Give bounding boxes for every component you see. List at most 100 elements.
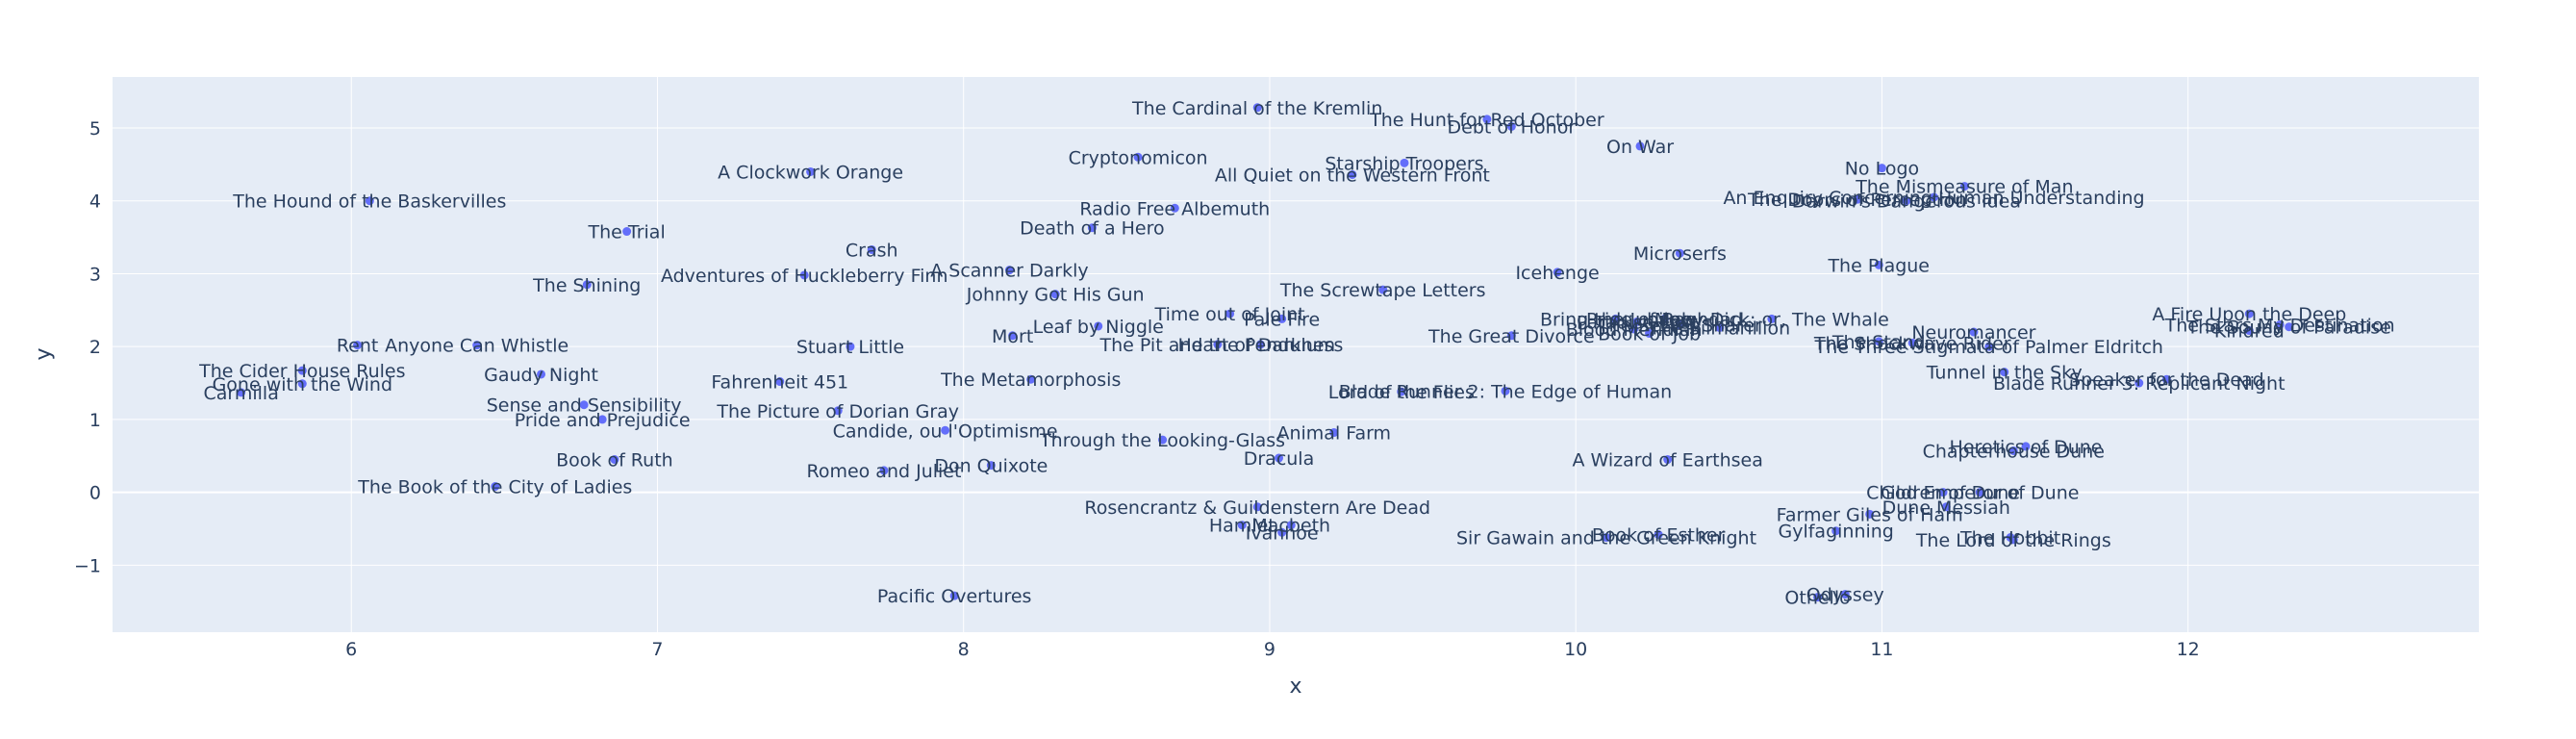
scatter-point[interactable] <box>2161 374 2171 384</box>
scatter-point[interactable] <box>297 379 307 389</box>
scatter-point[interactable] <box>1329 428 1339 438</box>
scatter-point[interactable] <box>1225 309 1235 319</box>
scatter-point[interactable] <box>1050 290 1060 299</box>
scatter-point[interactable] <box>1501 386 1510 395</box>
scatter-point[interactable] <box>237 388 246 397</box>
scatter-point[interactable] <box>941 425 950 435</box>
point-label: The Hound of the Baskervilles <box>232 191 506 213</box>
scatter-point[interactable] <box>775 377 785 387</box>
scatter-point[interactable] <box>1969 327 1979 337</box>
scatter-point[interactable] <box>1715 322 1725 332</box>
scatter-point[interactable] <box>1397 387 1406 396</box>
scatter-point[interactable] <box>1840 590 1850 599</box>
scatter-point[interactable] <box>365 196 374 206</box>
scatter-point[interactable] <box>1874 337 1883 346</box>
scatter-point[interactable] <box>1400 158 1409 167</box>
scatter-point[interactable] <box>1865 509 1875 519</box>
scatter-point[interactable] <box>1984 342 1994 351</box>
scatter-point[interactable] <box>491 482 500 492</box>
scatter-point[interactable] <box>537 370 546 379</box>
scatter-point[interactable] <box>949 591 959 600</box>
scatter-point[interactable] <box>833 406 843 416</box>
scatter-point[interactable] <box>1629 324 1639 334</box>
scatter-point[interactable] <box>2000 368 2009 377</box>
scatter-point[interactable] <box>597 415 607 424</box>
scatter-point[interactable] <box>610 455 619 465</box>
scatter-point[interactable] <box>1938 488 1948 497</box>
scatter-point[interactable] <box>472 341 482 350</box>
scatter-point[interactable] <box>1553 268 1562 277</box>
scatter-point[interactable] <box>1255 340 1265 349</box>
scatter-point[interactable] <box>2021 442 2031 451</box>
scatter-point[interactable] <box>1602 533 1611 543</box>
scatter-point[interactable] <box>1654 530 1663 540</box>
scatter-point[interactable] <box>1348 169 1357 179</box>
scatter-point[interactable] <box>1877 164 1886 173</box>
scatter-point[interactable] <box>1133 152 1143 162</box>
scatter-point[interactable] <box>2008 446 2018 455</box>
scatter-point[interactable] <box>582 280 592 290</box>
scatter-point[interactable] <box>846 342 855 351</box>
scatter-point[interactable] <box>1930 192 1939 202</box>
scatter-point[interactable] <box>1902 196 1911 206</box>
scatter-point[interactable] <box>622 227 632 237</box>
scatter-point[interactable] <box>1094 321 1103 331</box>
scatter-point[interactable] <box>1008 331 1018 341</box>
scatter-point[interactable] <box>1975 488 1984 497</box>
scatter-point[interactable] <box>1252 502 1262 512</box>
scatter-point[interactable] <box>799 270 809 280</box>
scatter-point[interactable] <box>2008 535 2018 545</box>
scatter-point[interactable] <box>1237 521 1247 530</box>
scatter-point[interactable] <box>1941 502 1951 512</box>
scatter-point[interactable] <box>1277 527 1287 537</box>
point-label: Microserfs <box>1633 243 1727 265</box>
scatter-point[interactable] <box>353 341 363 350</box>
point-label: Adventures of Huckleberry Finn <box>661 266 948 287</box>
scatter-point[interactable] <box>1659 314 1669 323</box>
scatter-point[interactable] <box>1277 314 1287 323</box>
scatter-point[interactable] <box>2134 378 2144 388</box>
scatter-point[interactable] <box>1675 248 1684 258</box>
scatter-point[interactable] <box>1645 329 1654 339</box>
scatter-point[interactable] <box>806 166 816 176</box>
scatter-point[interactable] <box>1611 314 1621 323</box>
scatter-point[interactable] <box>579 400 589 410</box>
grid-lines <box>113 77 2479 632</box>
scatter-point[interactable] <box>1907 338 1917 347</box>
scatter-point[interactable] <box>1874 260 1883 269</box>
scatter-point[interactable] <box>1170 203 1179 213</box>
scatter-point[interactable] <box>1506 331 1516 341</box>
scatter-point[interactable] <box>1959 182 1969 191</box>
y-tick-label: −1 <box>74 555 101 576</box>
scatter-point[interactable] <box>1274 453 1283 463</box>
scatter-point[interactable] <box>1252 103 1262 113</box>
scatter-point[interactable] <box>2244 309 2254 319</box>
scatter-point[interactable] <box>1635 141 1645 151</box>
scatter-point[interactable] <box>1506 121 1516 131</box>
scatter-point[interactable] <box>879 466 889 475</box>
scatter-point[interactable] <box>1663 455 1673 465</box>
scatter-point[interactable] <box>1482 115 1492 124</box>
scatter-point[interactable] <box>1158 435 1168 445</box>
scatter-point[interactable] <box>2285 322 2294 332</box>
scatter-point[interactable] <box>1087 223 1097 233</box>
scatter-point[interactable] <box>2244 326 2254 336</box>
scatter-point[interactable] <box>1004 266 1014 275</box>
scatter-point[interactable] <box>1767 314 1777 323</box>
point-label: Book of Job <box>1598 324 1701 345</box>
scatter-point[interactable] <box>1213 340 1223 349</box>
scatter-point[interactable] <box>1378 285 1388 294</box>
scatter-point[interactable] <box>986 461 996 471</box>
x-tick-label: 7 <box>651 639 663 660</box>
scatter-point[interactable] <box>1831 526 1841 536</box>
scatter-point[interactable] <box>1813 593 1823 602</box>
scatter-point[interactable] <box>1675 319 1684 329</box>
scatter-point[interactable] <box>867 244 876 254</box>
scatter-point[interactable] <box>297 366 307 375</box>
scatter-point[interactable] <box>1632 317 1642 326</box>
scatter-point[interactable] <box>2275 319 2285 329</box>
scatter-point[interactable] <box>1853 194 1862 204</box>
scatter-point[interactable] <box>1026 374 1036 384</box>
scatter-point[interactable] <box>1286 521 1296 530</box>
